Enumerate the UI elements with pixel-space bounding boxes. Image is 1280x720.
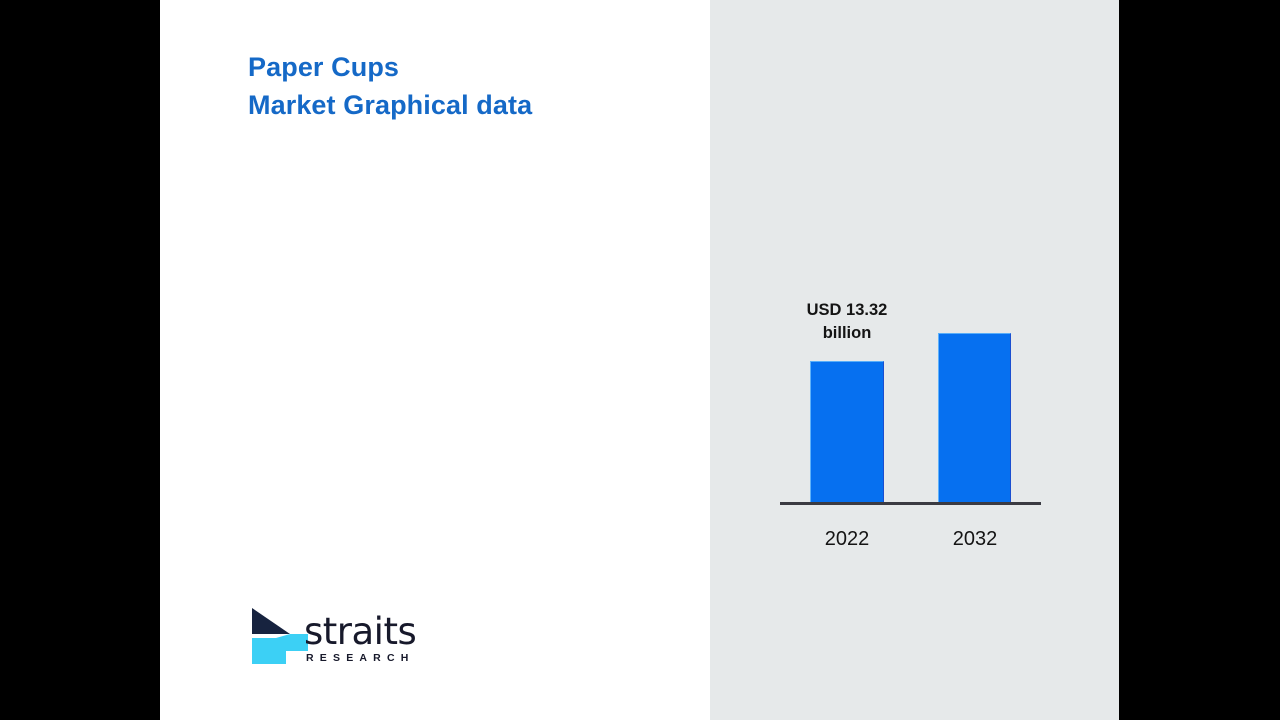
- logo-tagline: RESEARCH: [306, 652, 415, 664]
- slide-right-panel: USD 13.32 billion 2022 2032: [710, 0, 1119, 720]
- page-title: Paper Cups Market Graphical data: [248, 52, 533, 120]
- letterbox-left: [0, 0, 160, 720]
- chart-x-axis: [780, 502, 1041, 505]
- logo-wordmark: straits: [304, 610, 417, 653]
- straits-logo-mark-icon: [252, 608, 308, 664]
- slide-left-panel: Paper Cups Market Graphical data straits…: [160, 0, 710, 720]
- letterbox-right: [1119, 0, 1280, 720]
- bar-2032: [938, 333, 1011, 502]
- slide: Paper Cups Market Graphical data straits…: [160, 0, 1119, 720]
- x-axis-tick-label-2022: 2022: [824, 528, 870, 550]
- bar-value-label-2022: USD 13.32 billion: [806, 301, 888, 342]
- bar-chart: USD 13.32 billion 2022 2032: [710, 0, 1119, 720]
- x-axis-tick-label-2032: 2032: [952, 528, 998, 550]
- straits-research-logo: straits RESEARCH: [246, 600, 546, 672]
- bar-2022: [810, 361, 884, 502]
